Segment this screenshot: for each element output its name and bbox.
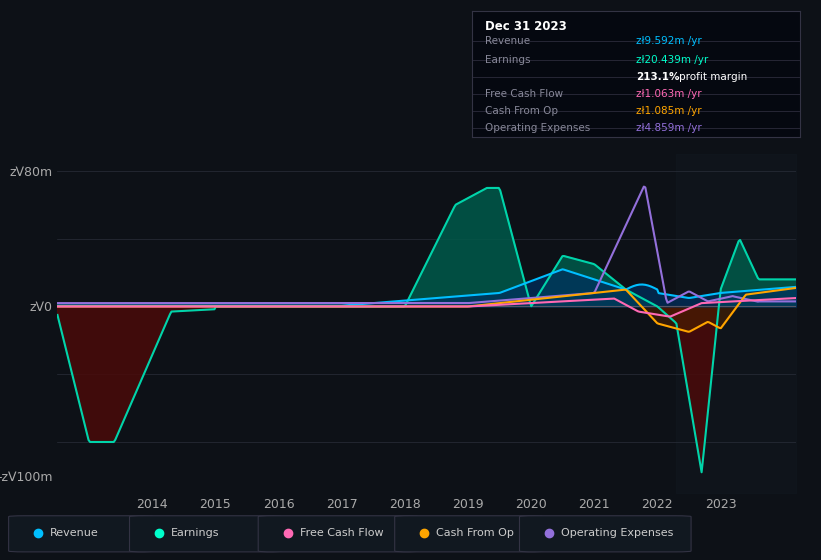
- FancyBboxPatch shape: [259, 516, 418, 552]
- FancyBboxPatch shape: [130, 516, 282, 552]
- Text: zł20.439m /yr: zł20.439m /yr: [636, 55, 709, 66]
- Text: Revenue: Revenue: [50, 529, 99, 538]
- Text: Cash From Op: Cash From Op: [436, 529, 514, 538]
- FancyBboxPatch shape: [520, 516, 691, 552]
- Text: Earnings: Earnings: [171, 529, 219, 538]
- FancyBboxPatch shape: [395, 516, 543, 552]
- Text: profit margin: profit margin: [679, 72, 747, 82]
- Text: Dec 31 2023: Dec 31 2023: [485, 20, 567, 33]
- Text: Revenue: Revenue: [485, 36, 530, 46]
- Text: Operating Expenses: Operating Expenses: [561, 529, 673, 538]
- Text: zł1.085m /yr: zł1.085m /yr: [636, 106, 702, 116]
- Text: Cash From Op: Cash From Op: [485, 106, 558, 116]
- Text: zł4.859m /yr: zł4.859m /yr: [636, 123, 702, 133]
- Text: 213.1%: 213.1%: [636, 72, 680, 82]
- FancyBboxPatch shape: [8, 516, 153, 552]
- Text: Free Cash Flow: Free Cash Flow: [300, 529, 383, 538]
- Text: Free Cash Flow: Free Cash Flow: [485, 89, 563, 99]
- Text: Earnings: Earnings: [485, 55, 530, 66]
- Text: Operating Expenses: Operating Expenses: [485, 123, 590, 133]
- Text: zł1.063m /yr: zł1.063m /yr: [636, 89, 702, 99]
- Text: zł9.592m /yr: zł9.592m /yr: [636, 36, 702, 46]
